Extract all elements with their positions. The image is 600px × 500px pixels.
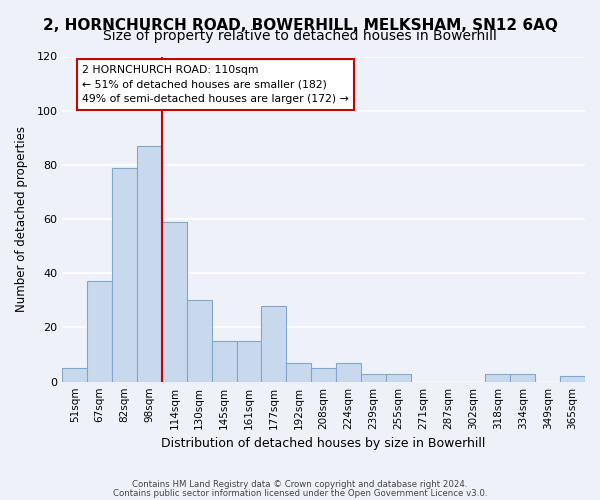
Bar (212, 341, 236, 382)
Bar (162, 222, 187, 382)
Bar (386, 374, 411, 382)
Text: Contains HM Land Registry data © Crown copyright and database right 2024.: Contains HM Land Registry data © Crown c… (132, 480, 468, 489)
Bar (311, 368, 336, 382)
Bar (87, 282, 112, 382)
Text: 2, HORNCHURCH ROAD, BOWERHILL, MELKSHAM, SN12 6AQ: 2, HORNCHURCH ROAD, BOWERHILL, MELKSHAM,… (43, 18, 557, 32)
Bar (560, 376, 585, 382)
Bar (236, 341, 262, 382)
Text: 2 HORNCHURCH ROAD: 110sqm
← 51% of detached houses are smaller (182)
49% of semi: 2 HORNCHURCH ROAD: 110sqm ← 51% of detac… (82, 64, 349, 104)
Bar (187, 300, 212, 382)
Bar (137, 146, 162, 382)
Bar (112, 168, 137, 382)
Bar (361, 374, 386, 382)
Text: Contains public sector information licensed under the Open Government Licence v3: Contains public sector information licen… (113, 489, 487, 498)
Y-axis label: Number of detached properties: Number of detached properties (15, 126, 28, 312)
Bar (286, 362, 311, 382)
X-axis label: Distribution of detached houses by size in Bowerhill: Distribution of detached houses by size … (161, 437, 486, 450)
Bar (336, 362, 361, 382)
Bar (62, 368, 87, 382)
Bar (485, 374, 511, 382)
Bar (262, 306, 286, 382)
Text: Size of property relative to detached houses in Bowerhill: Size of property relative to detached ho… (103, 29, 497, 43)
Bar (511, 374, 535, 382)
